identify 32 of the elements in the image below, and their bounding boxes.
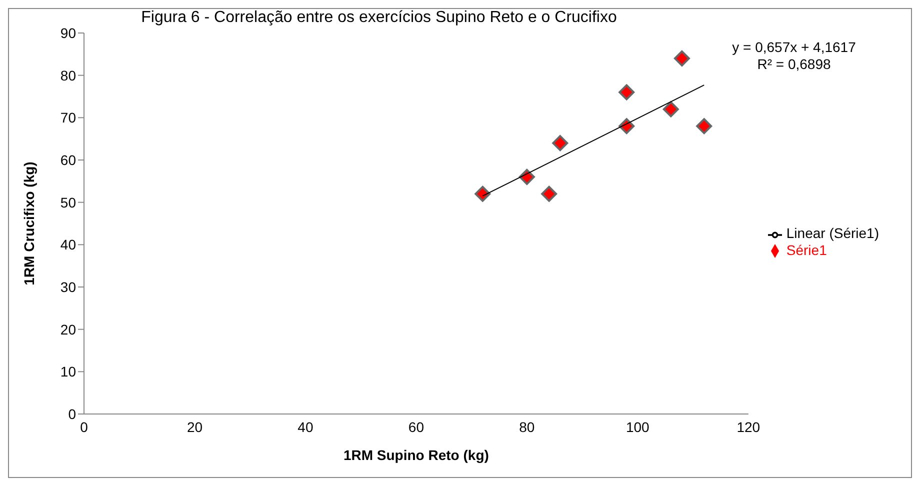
y-tick-label: 60 <box>60 152 76 168</box>
point <box>474 186 491 202</box>
annotation: y = 0,657x + 4,1617 <box>731 39 857 56</box>
chart-title: Figura 6 - Correlação entre os exercícios Supino Reto e o Crucifixo <box>141 9 617 26</box>
x-tick-label: 120 <box>736 418 760 435</box>
text: R² = 0,6898 <box>756 56 832 73</box>
point <box>662 101 679 118</box>
x-tick-label: 20 <box>186 418 203 435</box>
y-tick-label: 40 <box>60 236 76 253</box>
y-tick-label: 90 <box>60 24 76 41</box>
x-tick-label: 100 <box>626 418 650 435</box>
y-tick-label: 50 <box>60 194 76 210</box>
y-tick-label: 80 <box>60 67 76 84</box>
x-tick-label: 0 <box>80 418 88 435</box>
point <box>674 50 690 66</box>
y-axis-title: 1RM Crucifixo (kg) <box>20 162 37 286</box>
point <box>696 118 712 134</box>
point <box>618 84 635 100</box>
legend-label: Linear (Série1) <box>786 225 879 242</box>
y-tick-label: 20 <box>60 321 76 338</box>
x-axis-title: 1RM Supino Reto (kg) <box>343 447 489 463</box>
y-tick-label: 10 <box>60 364 76 380</box>
y-tick-label: 0 <box>68 406 76 422</box>
legend-label: Série1 <box>786 242 827 258</box>
point <box>518 168 535 185</box>
x-tick-label: 60 <box>408 418 424 435</box>
x-tick-label: 40 <box>298 418 314 435</box>
y-tick-label: 70 <box>60 110 76 126</box>
y-tick-label: 30 <box>60 278 76 295</box>
x-tick-label: 80 <box>519 418 535 435</box>
point <box>541 186 558 202</box>
point <box>552 135 568 152</box>
